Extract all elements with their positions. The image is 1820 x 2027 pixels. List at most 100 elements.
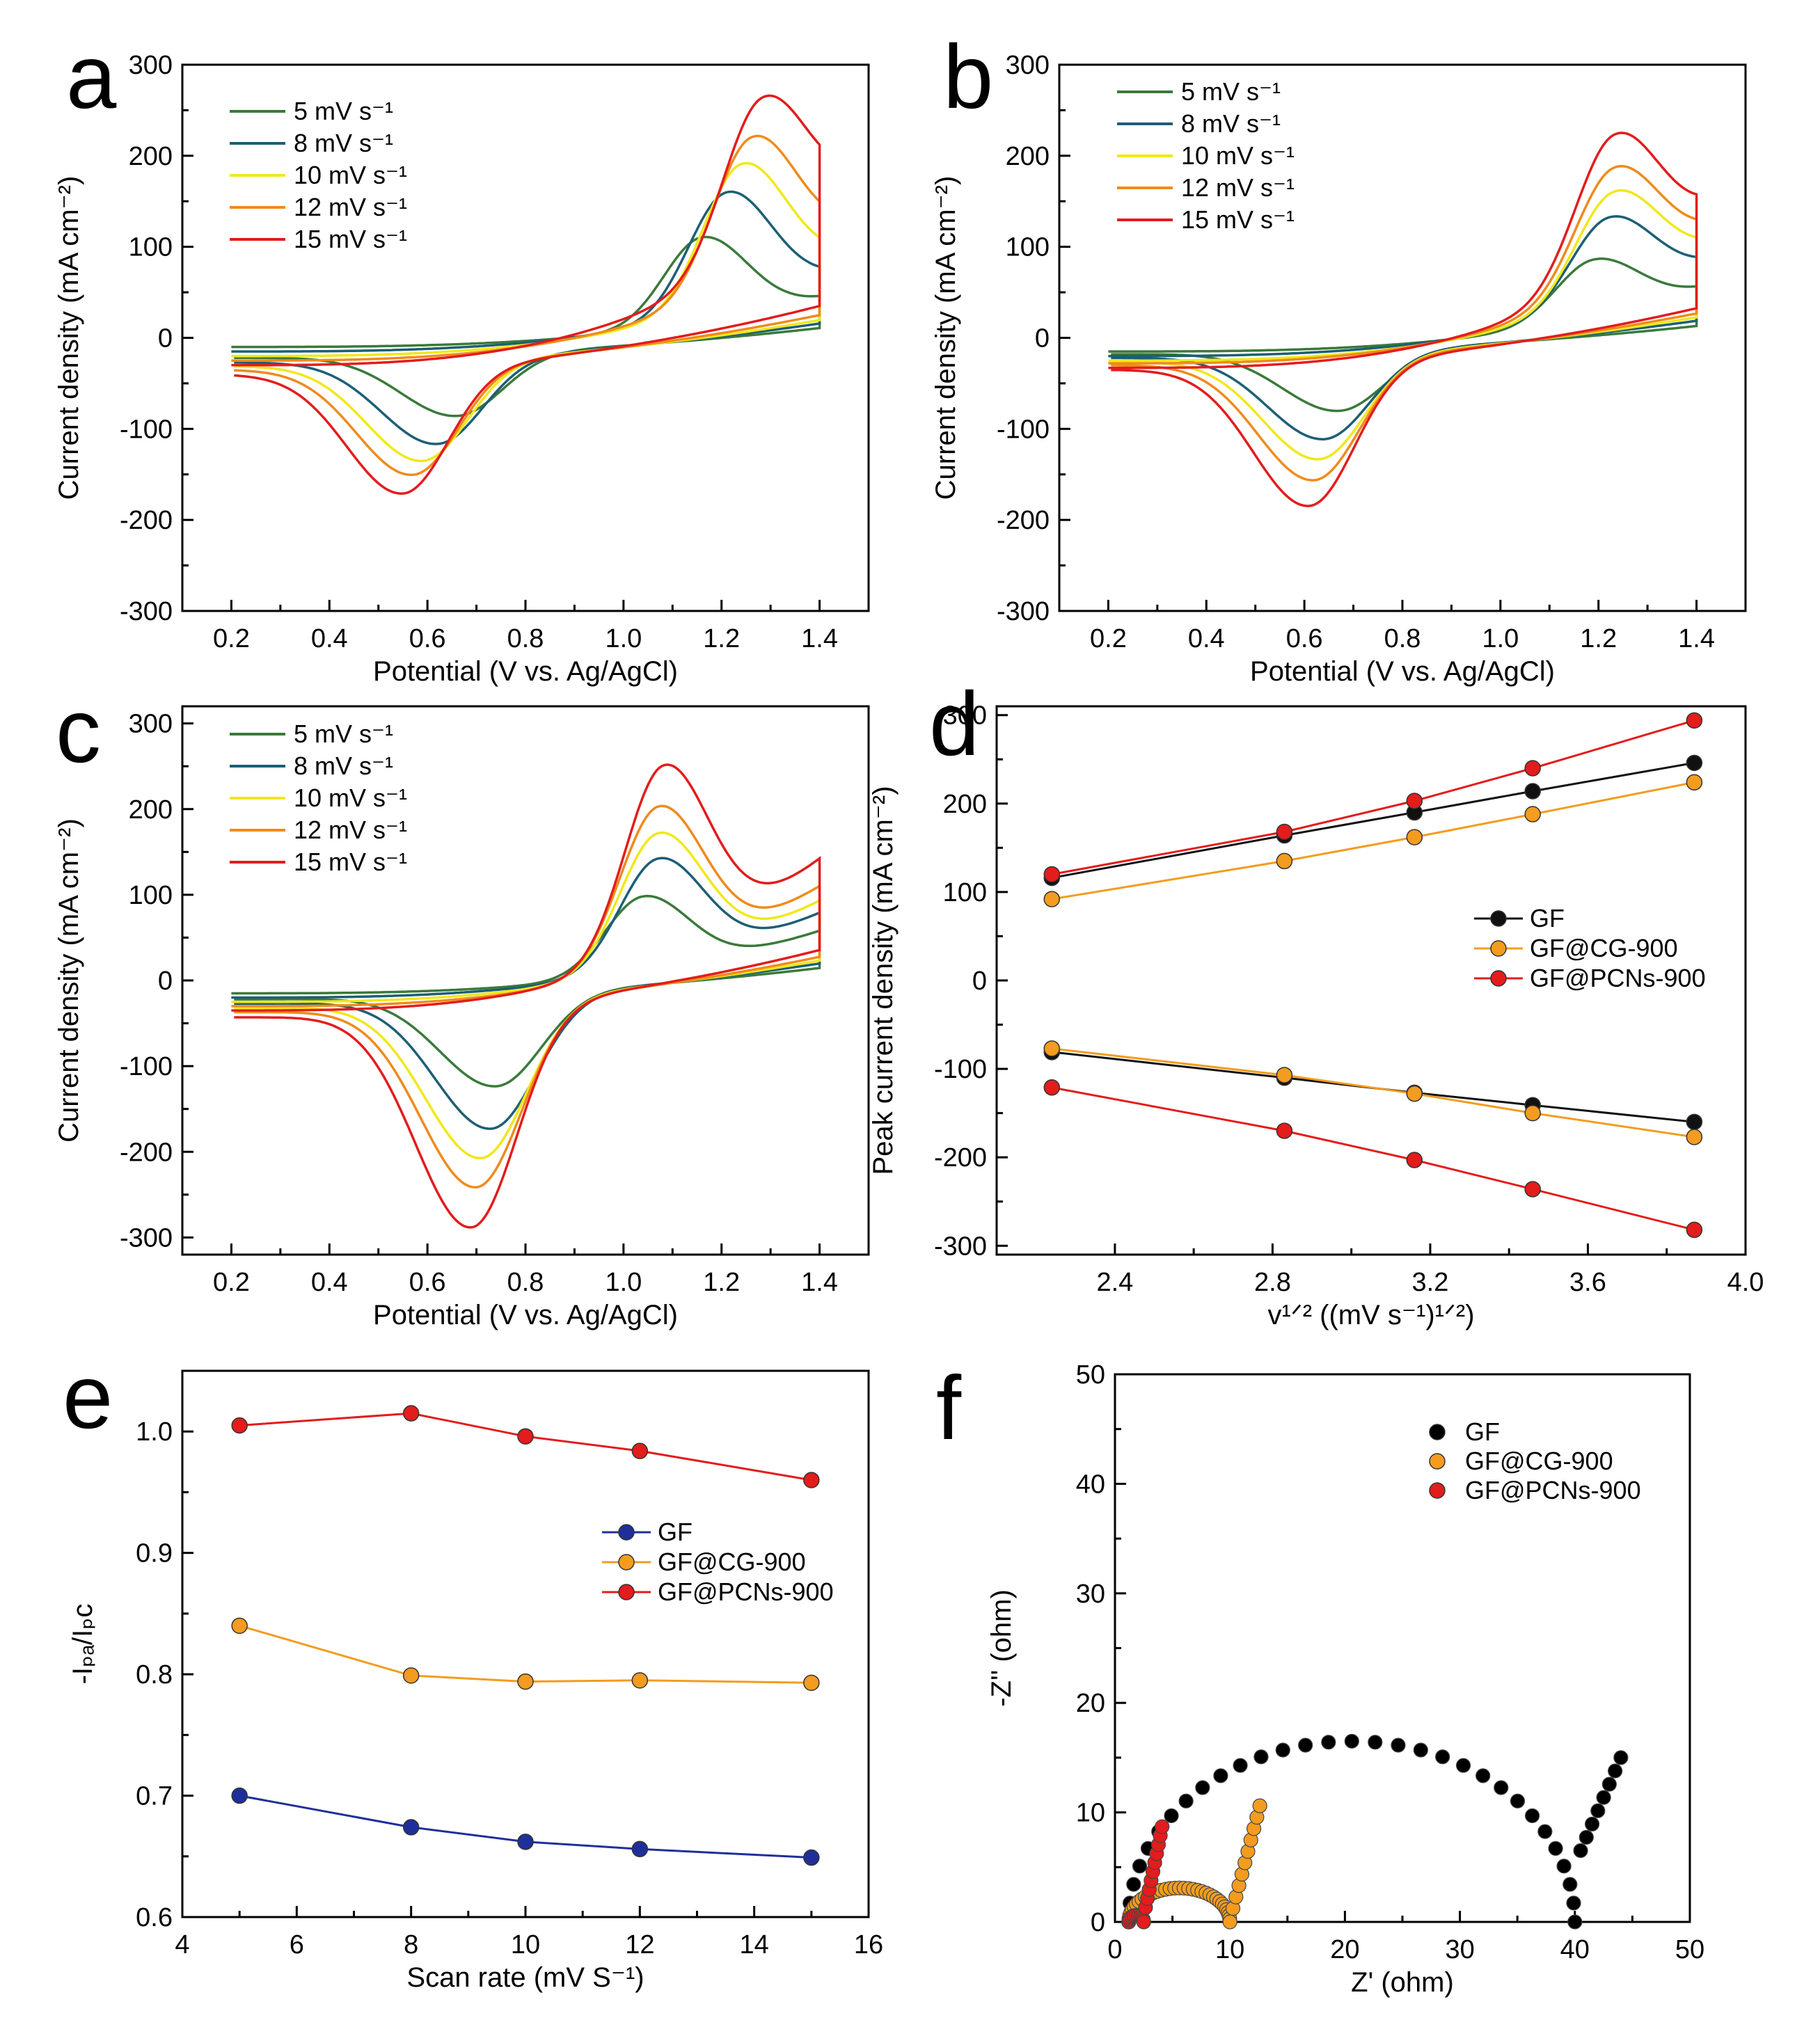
x-tick-label: 0.8 xyxy=(1384,624,1421,653)
legend-label: 15 mV s⁻¹ xyxy=(294,848,407,876)
y-tick-label: -100 xyxy=(120,1052,173,1081)
x-tick-label: 8 xyxy=(404,1930,418,1960)
x-tick-label: 2.8 xyxy=(1254,1268,1291,1297)
y-tick-label: -300 xyxy=(997,597,1050,626)
data-point xyxy=(1276,823,1293,841)
x-tick-label: 0.8 xyxy=(507,1268,544,1297)
data-point xyxy=(1686,712,1703,729)
legend-label: 12 mV s⁻¹ xyxy=(294,193,407,221)
data-point xyxy=(1406,1085,1423,1102)
legend-label: 8 mV s⁻¹ xyxy=(294,752,393,780)
legend-marker xyxy=(618,1554,635,1571)
x-tick-label: 1.4 xyxy=(1678,624,1715,653)
data-point xyxy=(1043,1040,1061,1057)
data-point xyxy=(1686,754,1703,772)
y-axis-label: Current density (mA cm⁻²) xyxy=(54,176,84,500)
y-tick-label: 200 xyxy=(943,790,987,819)
legend-label: GF@CG-900 xyxy=(1530,934,1678,962)
x-tick-label: 1.2 xyxy=(1580,624,1617,653)
x-tick-label: 0.2 xyxy=(213,1268,250,1297)
y-tick-label: 300 xyxy=(943,701,987,731)
fit-line xyxy=(1052,1086,1695,1231)
fit-line xyxy=(1052,781,1695,900)
x-tick-label: 1.0 xyxy=(1482,624,1519,653)
impedance-point xyxy=(1573,1843,1588,1859)
impedance-point xyxy=(1548,1841,1563,1856)
x-tick-label: 16 xyxy=(854,1930,883,1960)
data-point xyxy=(1043,1079,1061,1096)
x-tick-label: 1.2 xyxy=(703,1268,740,1297)
data-point xyxy=(231,1787,248,1804)
impedance-point xyxy=(1566,1895,1581,1911)
data-point xyxy=(402,1667,420,1684)
y-tick-label: 0 xyxy=(158,324,173,353)
impedance-point xyxy=(1136,1914,1151,1930)
x-tick-label: 0.8 xyxy=(507,624,544,653)
panel-letter: b xyxy=(943,26,993,127)
impedance-point xyxy=(1494,1780,1509,1795)
panel-letter: c xyxy=(56,680,101,781)
y-tick-label: 0 xyxy=(158,967,173,996)
panel-b: 0.2 0.4 0.6 0.8 1.0 1.2 1.4 -300 -200 -100 0 100 200… xyxy=(931,26,1747,687)
x-tick-label: 4.0 xyxy=(1727,1268,1764,1297)
panel-letter: a xyxy=(66,26,117,127)
impedance-point xyxy=(1233,1758,1248,1773)
series-line xyxy=(239,1412,812,1481)
data-point xyxy=(402,1405,420,1422)
y-tick-label: 0.6 xyxy=(136,1903,173,1932)
y-tick-label: -200 xyxy=(120,1138,173,1167)
legend-label: GF@CG-900 xyxy=(1465,1447,1613,1475)
x-tick-label: 0.6 xyxy=(1286,624,1323,653)
x-tick-label: 1.4 xyxy=(801,624,838,653)
cv-curve xyxy=(231,763,821,1229)
x-tick-label: 2.4 xyxy=(1096,1268,1133,1297)
impedance-point xyxy=(1613,1750,1629,1765)
data-point xyxy=(1686,1113,1703,1131)
x-tick-label: 0.6 xyxy=(409,624,446,653)
legend-marker xyxy=(1429,1424,1446,1440)
x-tick-label: 0.2 xyxy=(213,624,250,653)
impedance-point xyxy=(1368,1735,1383,1750)
y-tick-label: 300 xyxy=(129,51,173,80)
data-point xyxy=(803,1674,820,1692)
impedance-point xyxy=(1413,1742,1428,1758)
legend-label: 10 mV s⁻¹ xyxy=(294,161,407,189)
impedance-point xyxy=(1567,1914,1583,1930)
x-tick-label: 40 xyxy=(1560,1935,1590,1964)
y-tick-label: 300 xyxy=(129,710,173,739)
y-tick-label: 100 xyxy=(943,878,987,907)
impedance-point xyxy=(1275,1742,1290,1758)
data-point xyxy=(1524,783,1541,800)
y-axis-label: -Iₚₐ/Iₚc xyxy=(68,1604,98,1685)
x-axis-label: Potential (V vs. Ag/AgCl) xyxy=(373,656,678,687)
data-point xyxy=(1686,1129,1703,1145)
x-tick-label: 0.2 xyxy=(1090,624,1127,653)
panel-d: 2.4 2.8 3.2 3.6 4.0 -300 -200 -100 0 100 200 300 v¹ᐟ… xyxy=(868,673,1764,1330)
impedance-point xyxy=(1578,1829,1594,1845)
impedance-point xyxy=(1601,1776,1617,1792)
impedance-point xyxy=(1164,1808,1179,1823)
panel-letter: e xyxy=(63,1346,113,1447)
legend-label: 5 mV s⁻¹ xyxy=(1181,77,1281,106)
impedance-point xyxy=(1475,1768,1491,1783)
legend-label: GF@CG-900 xyxy=(658,1548,806,1576)
x-tick-label: 0.4 xyxy=(311,1268,348,1297)
y-tick-label: 100 xyxy=(129,233,173,262)
data-point xyxy=(1406,793,1423,809)
data-point xyxy=(231,1417,248,1434)
impedance-point xyxy=(1155,1819,1170,1834)
y-tick-label: 10 xyxy=(1076,1799,1105,1828)
legend-label: GF xyxy=(1465,1417,1500,1446)
x-tick-label: 30 xyxy=(1445,1935,1474,1964)
x-tick-label: 1.0 xyxy=(605,624,642,653)
legend-label: 12 mV s⁻¹ xyxy=(1181,173,1295,202)
data-point xyxy=(631,1841,649,1858)
data-point xyxy=(1524,1181,1541,1198)
x-tick-label: 6 xyxy=(290,1930,304,1960)
legend-label: 15 mV s⁻¹ xyxy=(294,225,407,253)
impedance-point xyxy=(1524,1808,1540,1823)
data-point xyxy=(1406,1152,1423,1168)
panel-c: 0.2 0.4 0.6 0.8 1.0 1.2 1.4 -300 -200 -100 0 100 200… xyxy=(54,680,870,1330)
data-point xyxy=(1043,866,1061,883)
x-tick-label: 1.4 xyxy=(801,1268,838,1297)
